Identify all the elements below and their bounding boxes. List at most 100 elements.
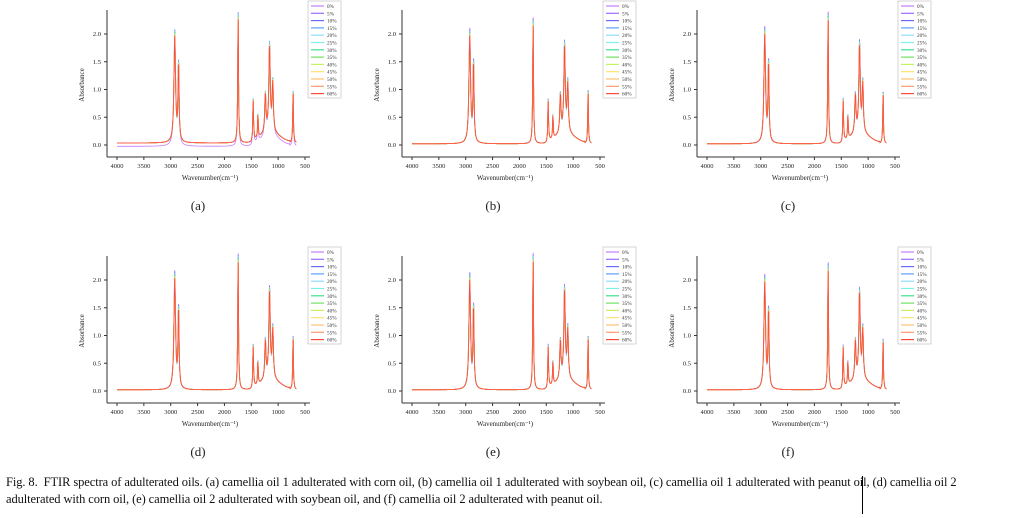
x-tick-label: 1000 [272,163,285,170]
x-axis-label: Wavenumber(cm⁻¹) [477,174,534,182]
x-axis-label: Wavenumber(cm⁻¹) [182,174,239,182]
legend-label: 25% [622,41,632,47]
x-axis-label: Wavenumber(cm⁻¹) [772,174,829,182]
legend-label: 50% [917,323,927,329]
legend-label: 45% [917,70,927,76]
x-tick-label: 2500 [781,409,794,416]
y-axis-label: Absorbance [373,314,381,347]
series-line-60pct [117,262,297,391]
panel-label: (b) [485,198,501,213]
y-tick-label: 0.0 [683,142,691,149]
x-tick-label: 4000 [111,163,124,170]
legend-label: 10% [622,19,632,25]
legend-label: 50% [622,77,632,83]
x-tick-label: 2000 [513,163,526,170]
legend-label: 15% [327,272,337,278]
y-tick-label: 2.0 [93,31,101,38]
series-line-55pct [117,20,297,144]
y-tick-label: 0.0 [388,388,396,395]
legend-label: 30% [327,294,337,300]
legend-label: 55% [622,330,632,336]
legend-label: 60% [622,92,632,98]
x-tick-label: 500 [595,163,605,170]
series-line-20pct [707,14,887,145]
x-tick-label: 3500 [432,163,445,170]
legend-label: 5% [622,11,630,17]
y-tick-label: 2.0 [388,31,396,38]
x-tick-label: 4000 [406,409,419,416]
y-tick-label: 1.0 [388,333,396,340]
x-tick-label: 2500 [486,409,499,416]
series-line-0pct [707,262,887,391]
y-tick-label: 0.5 [683,114,691,121]
chart-svg: 4000 3500 3000 2500 2000 1500 1000 500 0.0 0.5 1.0… [78,0,342,182]
y-axis-label: Absorbance [668,314,676,347]
series-line-50pct [707,18,887,145]
series-line-60pct [412,261,592,391]
x-tick-label: 3000 [459,163,472,170]
series-line-30pct [117,257,297,391]
legend-label: 30% [622,48,632,54]
series-line-20pct [412,255,592,391]
x-tick-label: 500 [890,409,900,416]
series-line-45pct [117,21,297,144]
legend-label: 50% [327,323,337,329]
x-axis-label: Wavenumber(cm⁻¹) [772,420,829,428]
series-line-55pct [117,263,297,391]
y-tick-label: 1.5 [388,305,396,312]
legend-label: 15% [917,26,927,32]
x-tick-label: 500 [595,409,605,416]
chart-svg: 4000 3500 3000 2500 2000 1500 1000 500 0.0 0.5 1.0… [373,246,637,428]
legend-label: 45% [327,316,337,322]
series-line-20pct [707,264,887,391]
y-tick-label: 1.0 [388,87,396,94]
legend-label: 5% [622,257,630,263]
series-line-30pct [412,257,592,391]
panel-label: (c) [780,198,796,213]
series-line-60pct [707,270,887,391]
legend-label: 25% [917,41,927,47]
legend-label: 20% [917,279,927,285]
y-tick-label: 1.5 [93,59,101,66]
series-line-30pct [707,15,887,145]
series-line-55pct [412,262,592,391]
x-tick-label: 2500 [781,163,794,170]
legend-label: 60% [622,338,632,344]
y-tick-label: 0.5 [93,114,101,121]
series-line-40pct [412,258,592,391]
legend-label: 60% [327,92,337,98]
chart-panel-c: 4000 3500 3000 2500 2000 1500 1000 500 0.0 0.5 1.0… [650,0,945,246]
legend-label: 25% [327,41,337,47]
series-line-40pct [117,16,297,144]
series-line-50pct [412,260,592,391]
legend: 0%5% 10%15%20% 25%30%35%40% 45%50%55% 60% [897,0,932,99]
x-tick-label: 3500 [137,409,150,416]
legend-label: 55% [917,84,927,90]
x-tick-label: 500 [300,409,310,416]
y-tick-label: 0.5 [683,360,691,367]
legend-label: 20% [622,33,632,39]
legend-label: 35% [917,55,927,61]
chart-panel-a: 4000 3500 3000 2500 2000 1500 1000 500 0.0 0.5 1.0… [60,0,355,246]
legend-label: 5% [917,257,925,263]
x-tick-label: 1000 [862,409,875,416]
series-line-10pct [117,12,297,144]
x-tick-label: 1000 [567,163,580,170]
legend-label: 15% [622,272,632,278]
legend-label: 5% [327,257,335,263]
x-tick-label: 3500 [727,409,740,416]
legend-label: 35% [622,301,632,307]
legend-label: 55% [327,330,337,336]
series-line-60pct [412,25,592,145]
legend-label: 5% [917,11,925,17]
legend-label: 55% [622,84,632,90]
y-tick-label: 1.0 [93,87,101,94]
x-tick-label: 3000 [164,163,177,170]
y-tick-label: 1.0 [93,333,101,340]
x-tick-label: 3000 [754,409,767,416]
series-line-30pct [117,15,297,144]
x-tick-label: 500 [890,163,900,170]
chart-panel-b: 4000 3500 3000 2500 2000 1500 1000 500 0.0 0.5 1.0… [355,0,650,246]
x-tick-label: 2000 [218,163,231,170]
y-tick-label: 2.0 [388,277,396,284]
